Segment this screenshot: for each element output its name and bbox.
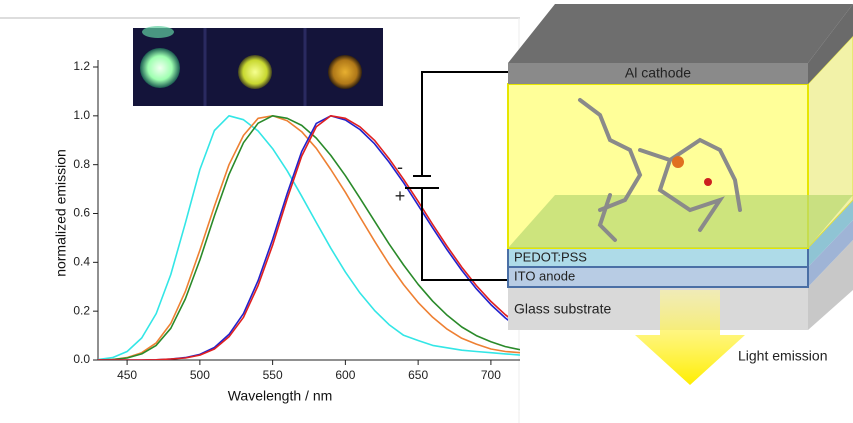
x-tick-label: 450 [117, 368, 137, 382]
y-tick-label: 0.2 [73, 303, 90, 317]
layer-label: Al cathode [625, 65, 691, 81]
terminal-label: + [395, 186, 406, 206]
y-tick-label: 0.4 [73, 255, 90, 269]
y-tick-label: 0.8 [73, 157, 90, 171]
figure: Wavelength / nm normalized emission 0.0 0… [0, 0, 853, 423]
x-tick-label: 650 [408, 368, 428, 382]
output-label: Light emission [738, 348, 828, 364]
atom [704, 178, 712, 186]
x-tick-label: 700 [481, 368, 501, 382]
vial [142, 26, 174, 38]
chart: Wavelength / nm normalized emission 0.0 0… [53, 59, 520, 404]
layer-label: ITO anode [514, 268, 575, 283]
wire [422, 72, 508, 176]
plot-area [98, 116, 520, 360]
device [508, 4, 853, 385]
cathode-top [508, 4, 853, 63]
photo-inset [133, 26, 383, 106]
terminal-label: - [397, 157, 403, 177]
page: {"chart_data": {"type": "line", "x_label… [0, 0, 853, 423]
circuit [405, 72, 508, 280]
emission-curve [98, 116, 520, 360]
layer-label: Glass substrate [514, 301, 611, 317]
wire [422, 188, 508, 280]
layer-label: PEDOT:PSS [514, 249, 587, 264]
x-tick-label: 550 [263, 368, 283, 382]
y-tick-label: 0.0 [73, 352, 90, 366]
x-tick-label: 600 [335, 368, 355, 382]
x-tick-label: 500 [190, 368, 210, 382]
x-axis-title: Wavelength / nm [228, 388, 333, 404]
y-tick-label: 1.2 [73, 59, 90, 73]
vial [328, 55, 362, 89]
y-tick-label: 0.6 [73, 206, 90, 220]
y-tick-label: 1.0 [73, 108, 90, 122]
vial [140, 48, 180, 88]
metal-atom [672, 156, 684, 168]
vial [238, 55, 272, 89]
y-axis-title: normalized emission [53, 149, 69, 277]
